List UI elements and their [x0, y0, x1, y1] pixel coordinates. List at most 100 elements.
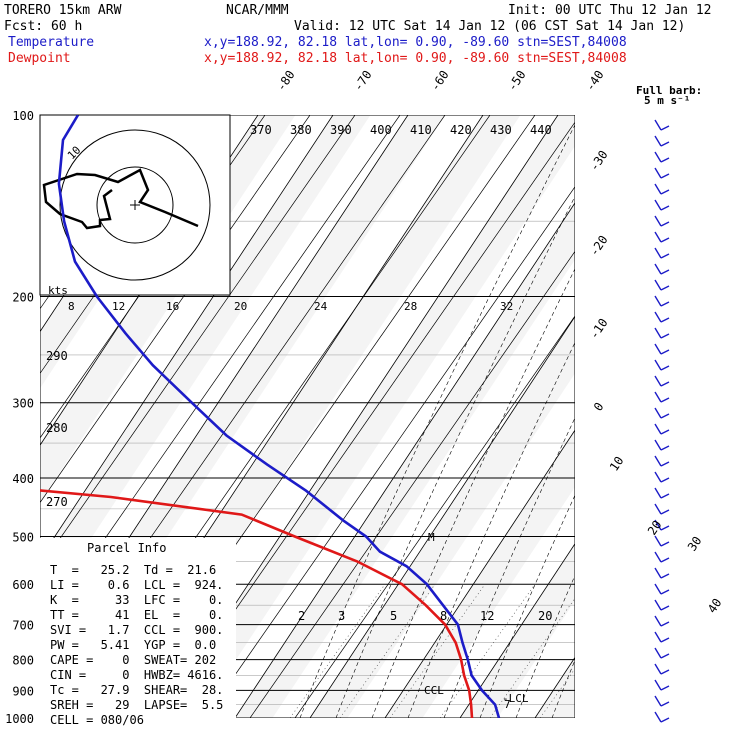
wind-barb [654, 535, 662, 547]
theta-tick-label: 410 [410, 123, 432, 137]
wind-barb-flag [660, 349, 670, 355]
wind-barb [654, 599, 662, 611]
parcel-info-box: Parcel Info T = 25.2 Td = 21.6LI = 0.6 LC… [40, 538, 236, 727]
wind-barb [654, 407, 662, 419]
wind-barb-flag [660, 685, 670, 691]
parcel-info-title: Parcel Info [87, 541, 166, 555]
wind-barb-flag [660, 461, 670, 467]
mixing-ratio-label: 20 [538, 609, 552, 623]
parcel-info-background [40, 538, 236, 718]
pressure-tick-label: 900 [12, 684, 34, 698]
mixing-ratio-label: 5 [390, 609, 397, 623]
valid-time: Valid: 12 UTC Sat 14 Jan 12 (06 CST Sat … [294, 19, 685, 34]
wind-barb-flag [660, 237, 670, 243]
isotherm-line [610, 115, 740, 718]
wind-barb [654, 487, 662, 499]
wind-barb-flag [660, 189, 670, 195]
wind-barb [654, 343, 662, 355]
wind-barb-flag [660, 157, 670, 163]
isotherm-tick-label: -30 [587, 148, 611, 174]
theta-tick-label: 380 [290, 123, 312, 137]
wind-barb [654, 199, 662, 211]
hodograph-speed-unit: kts [48, 284, 68, 297]
pressure-tick-label: 200 [12, 291, 34, 305]
theta-tick-label: 390 [330, 123, 352, 137]
theta-tick-label: 430 [490, 123, 512, 137]
moist-adiabat-line [660, 115, 740, 718]
speed-tick-label: 8 [68, 300, 75, 313]
wind-barb-flag [660, 221, 670, 227]
wind-barb [654, 279, 662, 291]
wind-barb-flag [660, 493, 670, 499]
moist-adiabat-line [624, 115, 740, 718]
isotherm-tick-label: -10 [587, 316, 611, 342]
wind-barb [654, 519, 662, 531]
wind-barb-flag [660, 557, 670, 563]
speed-tick-label: 24 [314, 300, 328, 313]
wind-barb-flag [660, 653, 670, 659]
isotherm-tick-label: 20 [645, 518, 665, 538]
parcel-info-row: K = 33 LFC = 0. [50, 593, 223, 607]
wind-barb [654, 119, 662, 131]
theta-left-label: 280 [46, 421, 68, 435]
isotherm-band [40, 115, 296, 503]
wind-barb-flag [660, 541, 670, 547]
speed-tick-label: 12 [112, 300, 125, 313]
mixing-ratio-line [289, 584, 386, 718]
dewpoint-line [40, 489, 474, 718]
speed-tick-label: 32 [500, 300, 513, 313]
wind-barb-flag [660, 429, 670, 435]
mixing-ratio-label: 3 [338, 609, 345, 623]
mixing-ratio-label: 2 [298, 609, 305, 623]
model-title: TORERO 15km ARW [4, 3, 122, 18]
dry-adiabat-line [204, 186, 575, 718]
pressure-tick-label: 300 [12, 397, 34, 411]
isotherm-tick-label: -50 [505, 68, 529, 94]
dry-adiabat-line [40, 115, 311, 504]
isotherm-tick-label: 0 [591, 400, 607, 414]
parcel-info-row: T = 25.2 Td = 21.6 [50, 563, 216, 577]
parcel-info-row: SVI = 1.7 CCL = 900. [50, 623, 223, 637]
wind-barb-flag [660, 701, 670, 707]
dewpoint-legend: Dewpoint [8, 51, 71, 66]
wind-barb [654, 631, 662, 643]
wind-barb-flag [660, 269, 670, 275]
wind-barb-flag [660, 397, 670, 403]
isotherm-line [459, 543, 575, 718]
parcel-info-row: CAPE = 0 SWEAT= 202 [50, 653, 216, 667]
theta-tick-label: 440 [530, 123, 552, 137]
wind-barb [654, 183, 662, 195]
wind-barb-flag [660, 525, 670, 531]
hodograph-trace [42, 168, 199, 230]
wind-barb-flag [660, 317, 670, 323]
parcel-info-row: Tc = 27.9 SHEAR= 28. [50, 683, 223, 697]
wind-barb-flag [660, 621, 670, 627]
theta-tick-label: 400 [370, 123, 392, 137]
mixing-ratio-line [439, 584, 536, 718]
speed-tick-label: 28 [404, 300, 417, 313]
mixing-ratio-line [489, 597, 575, 718]
wind-barb [654, 423, 662, 435]
mixing-ratio-label: 12 [480, 609, 494, 623]
wind-barb-flag [660, 365, 670, 371]
wind-barb-flag [660, 605, 670, 611]
isotherm-band [40, 115, 371, 616]
speed-tick-label: 20 [234, 300, 247, 313]
pressure-tick-label: 1000 [5, 712, 34, 726]
wind-barb [654, 695, 662, 707]
profile-lines [40, 115, 501, 718]
theta-left-label: 290 [46, 349, 68, 363]
seven-label: 7 [504, 698, 511, 711]
temperature-line [57, 115, 501, 718]
theta-left-label: 270 [46, 495, 68, 509]
wind-barb [654, 295, 662, 307]
pressure-tick-label: 600 [12, 578, 34, 592]
wind-barb-flag [660, 253, 670, 259]
wind-barb [654, 647, 662, 659]
isotherm-tick-label: -80 [274, 68, 298, 94]
wind-barb-flag [660, 717, 670, 723]
hodograph-inner-ring [96, 166, 174, 244]
hodograph-outer-ring [59, 129, 211, 281]
